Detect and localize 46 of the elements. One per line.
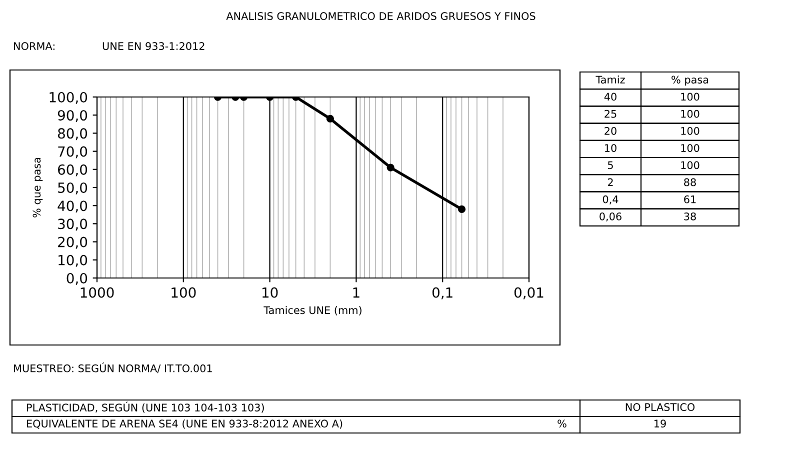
text: 0,4: [602, 195, 618, 204]
x-tick-label: 0,1: [432, 287, 452, 300]
text: 100: [681, 144, 700, 152]
y-tick-label: 20,0: [58, 236, 88, 249]
text: PLASTICIDAD, SEGÚN (UNE 103 104-103 103): [27, 402, 264, 413]
y-tick-label: 90,0: [58, 110, 88, 122]
text: % pasa: [672, 76, 708, 86]
y-tick-label: 50,0: [58, 182, 88, 194]
y-axis-title: % que pasa: [32, 158, 43, 218]
chart-title: ANALISIS GRANULOMETRICO DE ARIDOS GRUESOS Y FINOS: [226, 12, 536, 20]
text: 100: [681, 110, 700, 118]
text: 0,06: [600, 212, 622, 222]
text: 100: [681, 92, 700, 101]
text: EQUIVALENTE DE ARENA SE4 (UNE EN 933-8:2012 ANEXO A): [27, 419, 342, 429]
y-tick-label: 0,0: [66, 272, 88, 285]
x-tick-label: 1: [353, 287, 360, 298]
text: %: [558, 420, 566, 428]
y-tick-label: 70,0: [58, 146, 88, 158]
text: 2: [608, 178, 613, 186]
text: Tamiz: [596, 76, 625, 84]
text: NORMA:: [14, 42, 54, 50]
y-tick-label: 80,0: [58, 128, 88, 140]
text: 25: [604, 110, 616, 118]
x-axis-title: Tamices UNE (mm): [264, 306, 362, 316]
text: UNE EN 933-1:2012: [102, 42, 204, 50]
y-tick-label: 40,0: [58, 200, 88, 212]
y-tick-label: 60,0: [58, 164, 88, 176]
text: 88: [684, 178, 696, 186]
text: 5: [608, 161, 613, 170]
text: 19: [654, 420, 666, 428]
text: 38: [684, 212, 696, 220]
y-tick-label: 100,0: [50, 92, 88, 104]
text: 61: [684, 195, 696, 204]
text: 100: [681, 126, 700, 135]
text: 20: [604, 126, 616, 135]
y-tick-label: 10,0: [58, 254, 88, 267]
x-tick-label: 100: [172, 287, 196, 298]
text: 100: [681, 161, 700, 170]
x-tick-label: 1000: [80, 287, 114, 298]
text: 10: [605, 144, 616, 152]
text: 40: [604, 92, 616, 101]
x-tick-label: 0,01: [514, 287, 544, 300]
y-tick-label: 30,0: [58, 218, 88, 231]
text: MUESTREO: SEGÚN NORMA/ IT.TO.001: [14, 362, 212, 374]
text: NO PLASTICO: [626, 403, 695, 412]
x-tick-label: 10: [262, 287, 278, 298]
